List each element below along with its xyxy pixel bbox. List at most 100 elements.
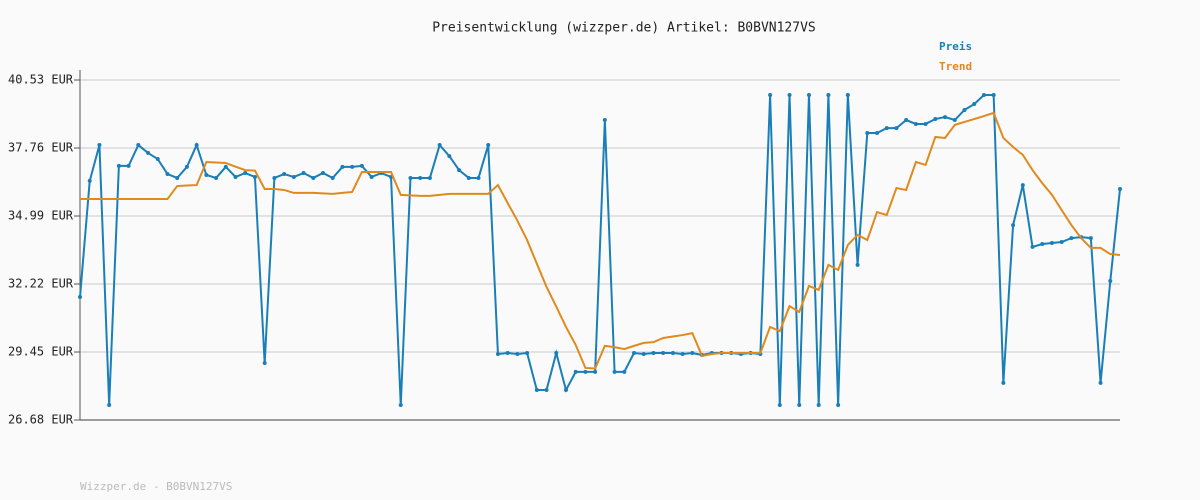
point (126, 163, 131, 168)
point (544, 388, 549, 393)
point (418, 175, 423, 180)
legend-entry: Preis (939, 40, 972, 53)
point (826, 92, 831, 97)
point (330, 175, 335, 180)
point (1030, 244, 1035, 249)
point (369, 174, 374, 179)
point (165, 172, 170, 177)
point (437, 143, 442, 148)
point (952, 118, 957, 123)
point (690, 350, 695, 355)
point (777, 403, 782, 408)
point (1001, 380, 1006, 385)
point (933, 117, 938, 122)
point (155, 157, 160, 162)
point (1118, 186, 1122, 191)
point (204, 173, 209, 178)
point (243, 171, 248, 176)
series-line (80, 111, 1121, 370)
point (904, 118, 909, 123)
point (563, 388, 568, 393)
chart-title: Preisentwicklung (wizzper.de) Artikel: B… (432, 21, 816, 36)
point (875, 131, 880, 136)
point (972, 102, 977, 107)
point (146, 150, 151, 155)
point (661, 350, 666, 355)
y-tick-label: 26.68 EUR (8, 413, 74, 427)
point (350, 164, 355, 169)
point (1040, 241, 1045, 246)
point (981, 92, 986, 97)
point (1098, 380, 1103, 385)
point (282, 172, 287, 177)
point (806, 92, 811, 97)
point (1059, 240, 1064, 245)
point (476, 175, 481, 180)
y-tick-label: 32.22 EUR (8, 277, 74, 291)
point (175, 175, 180, 180)
point (457, 168, 462, 173)
point (865, 131, 870, 136)
point (923, 121, 928, 126)
point (670, 350, 675, 355)
point (214, 175, 219, 180)
point (233, 174, 238, 179)
point (836, 403, 841, 408)
point (1088, 236, 1093, 241)
point (1020, 183, 1025, 188)
point (194, 143, 199, 148)
legend-entry: Trend (939, 60, 972, 73)
point (427, 175, 432, 180)
point (97, 143, 102, 148)
point (1011, 223, 1016, 228)
point (913, 121, 918, 126)
point (1108, 279, 1113, 284)
point (797, 403, 802, 408)
point (525, 350, 530, 355)
point (612, 369, 617, 374)
point (408, 175, 413, 180)
point (602, 118, 607, 123)
point (680, 351, 685, 356)
point (447, 154, 452, 159)
point (116, 163, 121, 168)
point (223, 164, 228, 169)
point (845, 92, 850, 97)
point (573, 369, 578, 374)
point (466, 175, 471, 180)
point (554, 350, 559, 355)
y-tick-label: 34.99 EUR (8, 209, 74, 223)
point (107, 403, 112, 408)
point (262, 361, 267, 366)
point (787, 92, 792, 97)
point (855, 262, 860, 267)
point (583, 369, 588, 374)
point (78, 295, 82, 300)
point (311, 175, 316, 180)
point (1069, 236, 1074, 241)
point (943, 115, 948, 120)
y-tick-label: 29.45 EUR (8, 345, 74, 359)
point (894, 126, 899, 131)
point (495, 351, 500, 356)
footer: Wizzper.de - B0BVN127VS (80, 480, 232, 493)
point (340, 164, 345, 169)
point (252, 174, 257, 179)
point (1049, 241, 1054, 246)
point (622, 369, 627, 374)
point (320, 171, 325, 176)
point (136, 143, 141, 148)
point (486, 143, 491, 148)
point (515, 351, 520, 356)
point (505, 350, 510, 355)
point (884, 126, 889, 131)
point (991, 92, 996, 97)
point (962, 107, 967, 112)
point (398, 403, 403, 408)
point (816, 403, 821, 408)
point (632, 350, 637, 355)
point (768, 92, 773, 97)
point (641, 351, 646, 356)
point (301, 171, 306, 176)
point (359, 163, 364, 168)
